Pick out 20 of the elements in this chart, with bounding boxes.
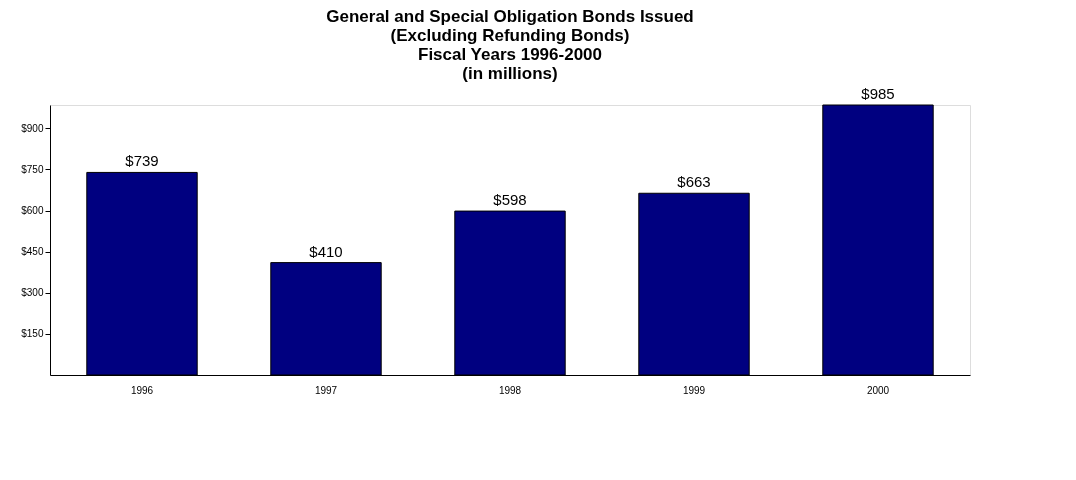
- y-tick-label: $900: [21, 122, 44, 134]
- y-tick-label: $300: [21, 287, 44, 299]
- text: (in millions): [462, 64, 558, 83]
- text: (Excluding Refunding Bonds): [390, 26, 630, 45]
- x-tick-label: 1996: [130, 384, 154, 396]
- text: General and Special Obligation Bonds Issued: [326, 7, 694, 26]
- data-label: $985: [861, 85, 895, 102]
- y-tick-label: $750: [21, 163, 44, 175]
- x-tick-label: 2000: [866, 384, 890, 396]
- y-tick-label: $600: [21, 205, 44, 217]
- data-label: $410: [309, 242, 343, 260]
- data-label: $739: [125, 152, 159, 170]
- data-label: $663: [677, 173, 711, 191]
- data-label: $598: [493, 191, 527, 209]
- x-tick-label: 1997: [314, 384, 338, 396]
- y-tick-label: $450: [21, 246, 44, 258]
- x-tick-label: 1999: [682, 384, 706, 396]
- text: Fiscal Years 1996-2000: [417, 45, 603, 64]
- y-tick-label: $150: [21, 328, 44, 340]
- x-tick-label: 1998: [498, 384, 522, 396]
